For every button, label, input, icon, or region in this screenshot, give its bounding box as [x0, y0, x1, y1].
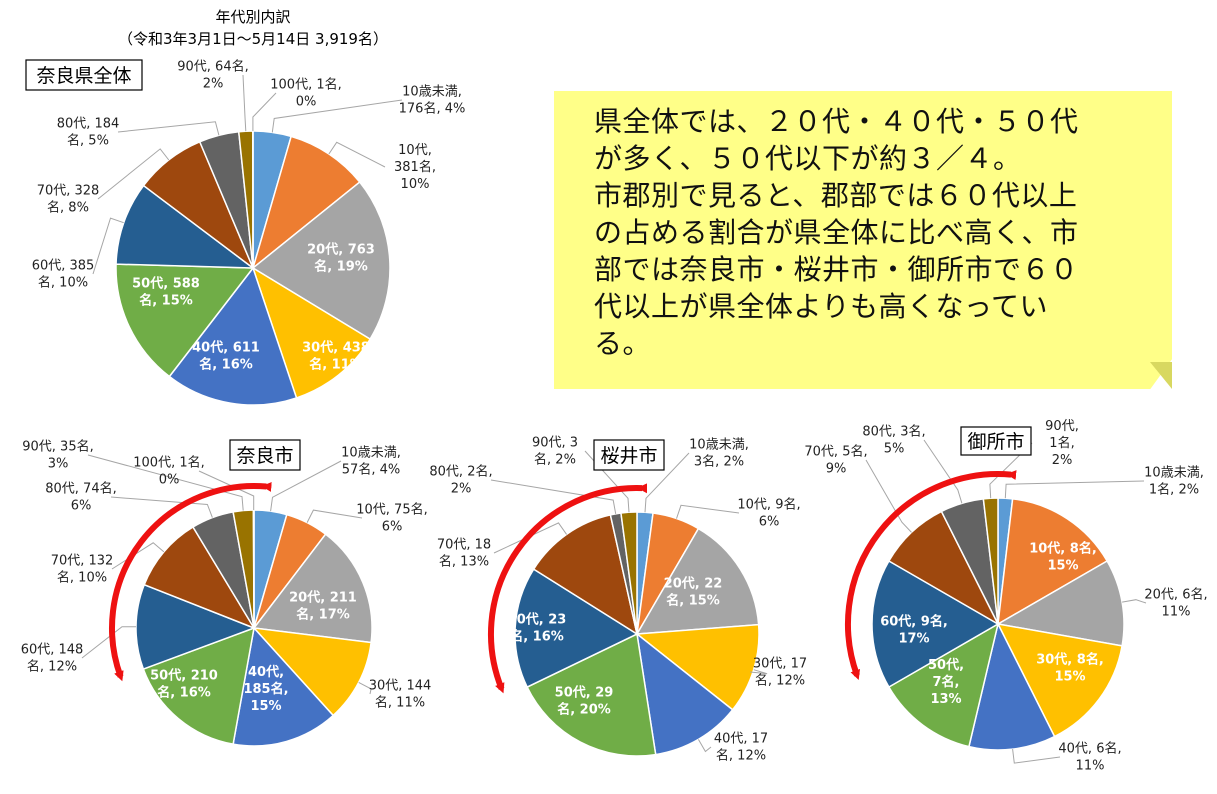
leader-line — [92, 217, 124, 275]
slice-label-10歳未満: 10歳未満, 3名, 2% — [689, 438, 749, 470]
slice-label-50代: 50代, 588 名, 15% — [132, 276, 200, 309]
region-name: 奈良市 — [236, 445, 293, 467]
chart-subtitle: （令和3年3月1日～5月14日 3,919名） — [118, 30, 388, 48]
pie-chart-1: 10歳未満, 176名, 4% 10代, 381名, 10% 20代, 763 名, 19%… — [25, 59, 466, 406]
slice-label-100代: 100代, 1名, 0% — [133, 455, 204, 488]
leader-line — [252, 92, 277, 131]
pie-slice-30代 — [251, 266, 372, 399]
leader-line — [358, 681, 372, 695]
leader-line — [1004, 480, 1145, 499]
slice-label-50代: 50代, 7名, 13% — [928, 657, 964, 707]
leader-line — [306, 509, 363, 523]
pie-slice-30代 — [996, 623, 1123, 738]
slice-label-30代: 30代, 438 名, 11% — [302, 340, 370, 373]
slice-label-70代: 70代, 18 名, 13% — [437, 538, 491, 570]
slice-label-40代: 40代, 6名, 11% — [1058, 741, 1121, 774]
slice-label-90代: 90代, 64名, 2% — [177, 59, 248, 92]
slice-label-90代: 90代, 1名, 2% — [1045, 419, 1079, 468]
slice-label-20代: 20代, 6名, 11% — [1144, 587, 1207, 620]
pie-slice-20代 — [252, 533, 373, 644]
slice-label-10歳未満: 10歳未満, 57名, 4% — [341, 446, 401, 478]
slice-label-40代: 40代, 17 名, 12% — [714, 732, 768, 764]
region-label: 桜井市 — [593, 439, 665, 471]
leader-line — [749, 669, 768, 675]
slice-label-90代: 90代, 3 名, 2% — [532, 436, 578, 468]
pie-slice-40代 — [168, 266, 298, 406]
slice-label-20代: 20代, 763 名, 19% — [307, 242, 375, 275]
leader-line — [81, 626, 137, 659]
slice-label-30代: 30代, 8名, 15% — [1036, 652, 1104, 685]
pie-slice-10代 — [251, 135, 361, 271]
pie-slice-20代 — [995, 559, 1125, 647]
pie-slice-60代 — [115, 184, 256, 269]
chart-title: 年代別内訳 — [215, 8, 290, 26]
leader-line — [328, 141, 386, 168]
slice-label-70代: 70代, 328 名, 8% — [37, 184, 100, 216]
slice-label-70代: 70代, 132 名, 10% — [51, 554, 114, 586]
slice-label-10代: 10代, 75名, 6% — [356, 502, 427, 535]
leader-line — [271, 99, 403, 133]
red-curved-arrow-3 — [844, 470, 1017, 681]
pie-slice-100代 — [252, 509, 255, 629]
pie-chart-2: 10歳未満, 57名, 4% 10代, 75名, 6% 20代, 211 名, 17% 30… — [21, 439, 432, 747]
slice-label-80代: 80代, 74名, 6% — [45, 481, 116, 514]
pie-slice-30代 — [635, 623, 760, 711]
slice-label-30代: 30代, 17 名, 12% — [753, 657, 807, 689]
leader-line — [242, 74, 247, 132]
summary-note: 県全体では、２０代・４０代・５０代 が多く、５０代以下が約３／４。 市郡別で見る… — [554, 91, 1172, 389]
slice-label-10代: 10代, 8名, 15% — [1029, 541, 1097, 574]
slice-label-10代: 10代, 381名, 10% — [394, 143, 436, 192]
slice-label-60代: 60代, 148 名, 12% — [21, 643, 84, 675]
slice-label-40代: 40代, 611 名, 16% — [192, 340, 260, 373]
slice-label-90代: 90代, 35名, 3% — [22, 439, 93, 472]
leader-line — [923, 439, 963, 504]
region-label: 御所市 — [960, 426, 1032, 456]
leader-line — [117, 121, 220, 136]
slice-label-80代: 80代, 3名, 5% — [862, 424, 925, 457]
region-name: 奈良県全体 — [36, 65, 131, 87]
note-fold-corner — [1150, 362, 1172, 389]
pie-chart-3: 10歳未満, 3名, 2% 10代, 9名, 6% 20代, 22 名, 15% 30代, … — [429, 436, 807, 764]
slice-label-100代: 100代, 1名, 0% — [270, 77, 341, 110]
pie-slice-20代 — [635, 527, 760, 635]
slice-label-20代: 20代, 22 名, 15% — [664, 576, 723, 609]
leader-line — [1012, 749, 1061, 764]
slice-label-70代: 70代, 5名, 9% — [804, 444, 867, 477]
red-curved-arrow-2 — [488, 483, 648, 694]
region-label: 奈良市 — [229, 439, 301, 471]
leader-line — [490, 479, 617, 514]
region-name: 桜井市 — [600, 445, 657, 467]
slice-label-80代: 80代, 184 名, 5% — [57, 117, 120, 149]
region-name: 御所市 — [967, 431, 1024, 453]
slice-label-10歳未満: 10歳未満, 1名, 2% — [1144, 466, 1204, 498]
leader-line — [1122, 599, 1147, 604]
red-curved-arrow-1 — [109, 481, 272, 682]
leader-line — [97, 148, 170, 200]
pie-slice-10代 — [997, 498, 1109, 626]
pie-charts: 10歳未満, 176名, 4% 10代, 381名, 10% 20代, 763 名, 19%… — [21, 59, 1208, 774]
slice-label-60代: 60代, 385 名, 10% — [32, 259, 95, 291]
summary-note-text: 県全体では、２０代・４０代・５０代 が多く、５０代以下が約３／４。 市郡別で見る… — [594, 105, 1079, 360]
slice-label-20代: 20代, 211 名, 17% — [289, 590, 357, 623]
slice-label-10歳未満: 10歳未満, 176名, 4% — [399, 85, 466, 117]
pie-slice-20代 — [251, 181, 391, 341]
slice-label-10代: 10代, 9名, 6% — [737, 497, 800, 530]
slice-label-80代: 80代, 2名, 2% — [429, 464, 492, 497]
leader-line — [697, 739, 712, 753]
region-label: 奈良県全体 — [25, 59, 143, 91]
leader-line — [676, 504, 740, 519]
pie-slice-50代 — [115, 263, 255, 378]
slice-label-30代: 30代, 144 名, 11% — [369, 679, 432, 711]
